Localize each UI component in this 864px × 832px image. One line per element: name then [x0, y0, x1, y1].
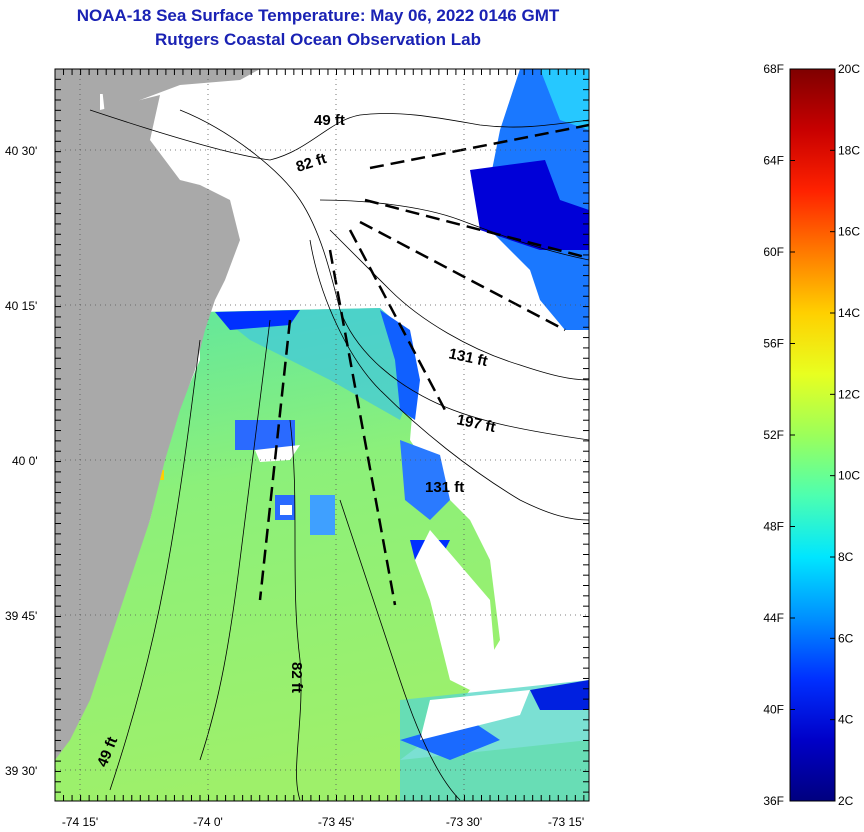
colorbar-f-label: 64F	[763, 154, 784, 168]
colorbar-fahrenheit-labels: 68F 64F 60F 56F 52F 48F 44F 40F 36F	[763, 62, 795, 808]
colorbar-f-label: 60F	[763, 245, 784, 259]
x-tick-label: -74 15'	[62, 815, 98, 829]
colorbar-f-label: 44F	[763, 611, 784, 625]
colorbar-c-label: 18C	[838, 143, 860, 157]
colorbar-c-label: 12C	[838, 387, 860, 401]
x-tick-label: -73 15'	[548, 815, 584, 829]
colorbar-f-label: 52F	[763, 428, 784, 442]
x-tick-label: -73 30'	[446, 815, 482, 829]
isobath-label: 131 ft	[425, 479, 464, 496]
land-new-jersey	[55, 69, 240, 760]
colorbar-c-label: 6C	[838, 631, 854, 645]
colorbar-f-label: 48F	[763, 520, 784, 534]
colorbar-gradient	[790, 69, 835, 801]
colorbar-f-label: 68F	[763, 62, 784, 76]
shipping-lanes	[258, 123, 589, 606]
isobath-lines	[89, 109, 589, 801]
x-tick-label: -74 0'	[193, 815, 223, 829]
map-subtitle: Rutgers Coastal Ocean Observation Lab	[155, 30, 481, 49]
isobath-label: 49 ft	[314, 112, 345, 129]
colorbar-c-label: 2C	[838, 794, 854, 808]
plot-frame	[54, 68, 590, 802]
y-tick-label: 40 15'	[5, 299, 37, 313]
map-title: NOAA-18 Sea Surface Temperature: May 06,…	[76, 6, 560, 25]
map-plot-area	[55, 69, 589, 801]
colorbar-f-label: 36F	[763, 794, 784, 808]
x-tick-label: -73 45'	[318, 815, 354, 829]
y-tick-label: 39 30'	[5, 764, 37, 778]
colorbar-celsius-labels: 20C 18C 16C 14C 12C 10C 8C 6C 4C 2C	[830, 62, 860, 808]
tick-marks	[54, 68, 589, 801]
y-tick-label: 40 30'	[5, 144, 37, 158]
isobath-label: 82 ft	[288, 662, 305, 693]
colorbar	[790, 69, 835, 801]
colorbar-c-label: 8C	[838, 550, 854, 564]
colorbar-c-label: 10C	[838, 469, 860, 483]
colorbar-c-label: 14C	[838, 306, 860, 320]
colorbar-f-label: 56F	[763, 337, 784, 351]
colorbar-c-label: 4C	[838, 713, 854, 727]
y-tick-label: 40 0'	[12, 454, 38, 468]
colorbar-c-label: 20C	[838, 62, 860, 76]
colorbar-f-label: 40F	[763, 703, 784, 717]
y-tick-label: 39 45'	[5, 609, 37, 623]
colorbar-c-label: 16C	[838, 225, 860, 239]
